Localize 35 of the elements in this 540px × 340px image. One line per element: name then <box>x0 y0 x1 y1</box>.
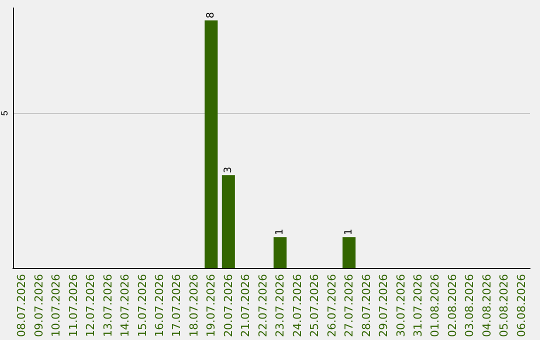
x-tick-label: 13.07.2026 <box>101 274 114 338</box>
x-tick-label: 16.07.2026 <box>152 274 166 338</box>
x-tick-label: 14.07.2026 <box>118 274 132 338</box>
x-tick-label: 31.07.2026 <box>411 274 424 338</box>
x-tick-label: 02.08.2026 <box>446 274 459 338</box>
x-tick-label: 21.07.2026 <box>239 274 252 338</box>
x-tick-label: 28.07.2026 <box>360 274 373 338</box>
x-tick-label: 09.07.2026 <box>32 274 46 338</box>
x-tick-label: 25.07.2026 <box>308 274 322 338</box>
x-tick-label: 29.07.2026 <box>377 274 390 338</box>
x-tick-label: 11.07.2026 <box>66 274 80 338</box>
data-label: 1 <box>274 228 286 236</box>
y-tick-label: 5 <box>0 110 10 116</box>
x-tick-label: 04.08.2026 <box>480 274 494 338</box>
x-tick-label: 30.07.2026 <box>394 274 408 338</box>
x-tick-label: 24.07.2026 <box>290 274 304 338</box>
x-tick-label: 26.07.2026 <box>325 274 338 338</box>
x-tick-label: 08.07.2026 <box>15 274 28 338</box>
x-tick-label: 19.07.2026 <box>204 274 218 338</box>
x-tick-label: 15.07.2026 <box>136 274 149 338</box>
data-label: 3 <box>222 166 234 174</box>
x-tick-label: 10.07.2026 <box>50 274 63 338</box>
x-tick-label: 06.08.2026 <box>514 274 528 338</box>
x-tick-label: 20.07.2026 <box>222 274 235 338</box>
x-tick-label: 23.07.2026 <box>274 274 287 338</box>
x-tick-label: 05.08.2026 <box>498 274 511 338</box>
x-tick-label: 18.07.2026 <box>187 274 200 338</box>
x-tick-label: 27.07.2026 <box>342 274 356 338</box>
x-tick-label: 12.07.2026 <box>84 274 98 338</box>
x-tick-label: 22.07.2026 <box>256 274 270 338</box>
data-label: 8 <box>206 12 217 18</box>
x-tick-label: 17.07.2026 <box>170 274 184 338</box>
x-tick-label: 03.08.2026 <box>463 274 476 338</box>
x-tick-label: 01.08.2026 <box>428 274 442 338</box>
data-label: 1 <box>344 228 355 236</box>
